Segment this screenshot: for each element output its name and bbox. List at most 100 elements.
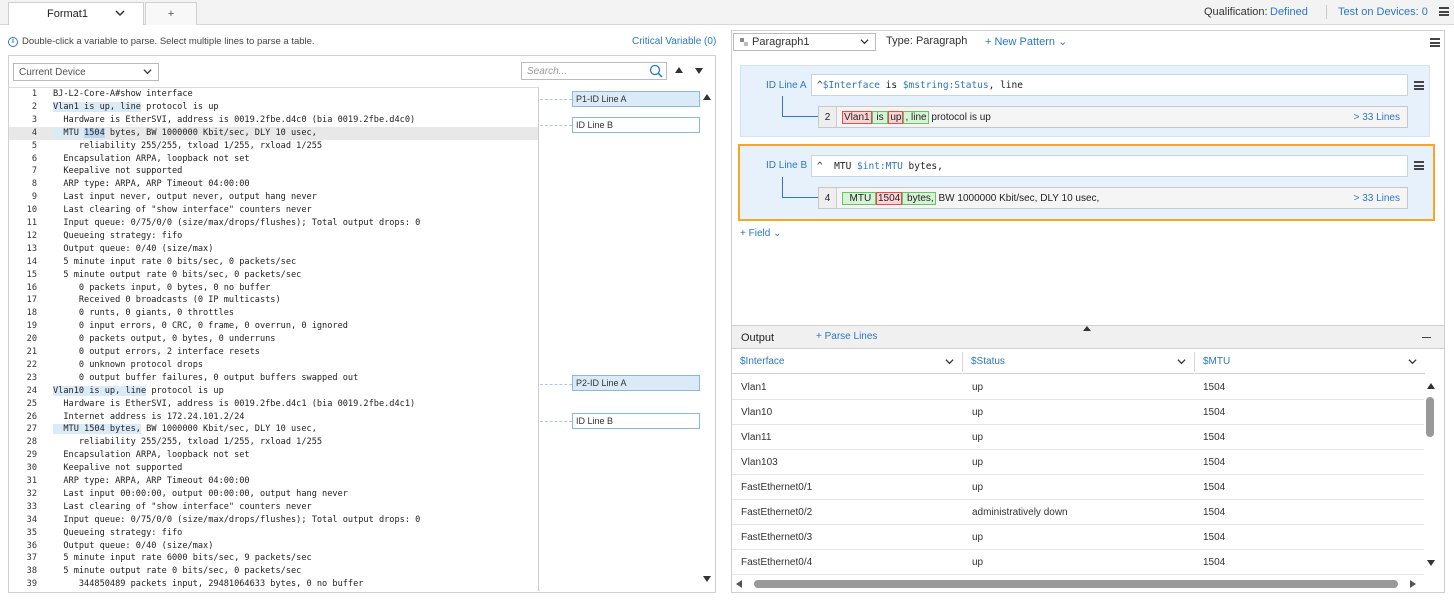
source-line[interactable]: 28 reliability 255/255, txload 1/255, rx… (9, 436, 538, 449)
source-line[interactable]: 21 0 output errors, 2 interface resets (9, 346, 538, 359)
table-row[interactable]: Vlan11 up 1504 (732, 425, 1424, 450)
line-text: MTU 1504 bytes, BW 1000000 Kbit/sec, DLY… (53, 127, 317, 138)
id-line-a-regex[interactable]: ^ $Interface is $mstring:Status, line (811, 74, 1408, 96)
source-line[interactable]: 5 reliability 255/255, txload 1/255, rxl… (9, 140, 538, 153)
source-line[interactable]: 16 0 packets input, 0 bytes, 0 no buffer (9, 282, 538, 295)
chevron-down-icon[interactable] (115, 8, 125, 18)
source-line[interactable]: 35 Queueing strategy: fifo (9, 527, 538, 540)
source-line[interactable]: 7 Keepalive not supported (9, 165, 538, 178)
table-row[interactable]: FastEthernet0/1 up 1504 (732, 475, 1424, 500)
source-line[interactable]: 12 Queueing strategy: fifo (9, 230, 538, 243)
source-line[interactable]: 32 Last input 00:00:00, output 00:00:00,… (9, 488, 538, 501)
add-field-button[interactable]: + Field ⌄ (740, 228, 781, 239)
line-text: Queueing strategy: fifo (53, 527, 183, 538)
id-line-b-regex[interactable]: ^ MTU $int:MTU bytes, (811, 155, 1408, 177)
search-prev-icon[interactable] (675, 67, 683, 73)
id-line-a-lines-link[interactable]: > 33 Lines (1353, 111, 1400, 123)
scroll-right-icon[interactable] (1410, 580, 1416, 588)
source-line[interactable]: 33 Last clearing of "show interface" cou… (9, 501, 538, 514)
id-line-b-lines-link[interactable]: > 33 Lines (1353, 192, 1400, 204)
tab-format1[interactable]: Format1 (8, 2, 144, 25)
source-line[interactable]: 34 Input queue: 0/75/0/0 (size/max/drops… (9, 514, 538, 527)
scroll-up-icon[interactable] (1427, 383, 1435, 389)
source-line[interactable]: 10 Last clearing of "show interface" cou… (9, 204, 538, 217)
table-row[interactable]: FastEthernet0/2 administratively down 1504 (732, 500, 1424, 525)
add-tab-button[interactable]: + (145, 2, 197, 25)
collapse-icon[interactable] (1422, 337, 1431, 338)
search-input[interactable]: Search... (521, 62, 667, 80)
search-next-icon[interactable] (695, 68, 703, 74)
search-icon[interactable] (649, 64, 663, 78)
source-line[interactable]: 19 0 input errors, 0 CRC, 0 frame, 0 ove… (9, 320, 538, 333)
scroll-down-icon[interactable] (703, 576, 711, 582)
source-line[interactable]: 4 MTU 1504 bytes, BW 1000000 Kbit/sec, D… (9, 126, 538, 140)
source-line[interactable]: 13 Output queue: 0/40 (size/max) (9, 243, 538, 256)
scroll-down-icon[interactable] (1427, 560, 1435, 566)
table-row[interactable]: Vlan10 up 1504 (732, 400, 1424, 425)
source-line[interactable]: 25 Hardware is EtherSVI, address is 0019… (9, 398, 538, 411)
source-line[interactable]: 24 Vlan10 is up, line protocol is up (9, 385, 538, 398)
column-interface[interactable]: $Interface (732, 350, 962, 374)
column-mtu[interactable]: $MTU (1195, 350, 1425, 374)
menu-icon[interactable] (1439, 7, 1449, 16)
source-line[interactable]: 2 Vlan1 is up, line protocol is up (9, 101, 538, 114)
source-line[interactable]: 23 0 output buffer failures, 0 output bu… (9, 372, 538, 385)
label-p2-id-line-b[interactable]: ID Line B (572, 413, 700, 429)
source-line[interactable]: 3 Hardware is EtherSVI, address is 0019.… (9, 114, 538, 127)
source-line[interactable]: 26 Internet address is 172.24.101.2/24 (9, 411, 538, 424)
table-row[interactable]: Vlan1 up 1504 (732, 375, 1424, 400)
scroll-left-icon[interactable] (736, 580, 742, 588)
label-p1-id-line-b[interactable]: ID Line B (572, 117, 700, 133)
source-scrollbar[interactable] (702, 88, 714, 588)
line-number: 16 (26, 282, 37, 293)
source-line[interactable]: 36 Output queue: 0/40 (size/max) (9, 540, 538, 553)
source-line[interactable]: 29 Encapsulation ARPA, loopback not set (9, 449, 538, 462)
scroll-thumb[interactable] (1426, 397, 1434, 437)
resize-handle-icon[interactable] (1083, 326, 1091, 331)
source-line[interactable]: 15 5 minute output rate 0 bits/sec, 0 pa… (9, 269, 538, 282)
source-line[interactable]: 20 0 packets output, 0 bytes, 0 underrun… (9, 333, 538, 346)
source-line[interactable]: 9 Last input never, output never, output… (9, 191, 538, 204)
parse-lines-button[interactable]: + Parse Lines (816, 331, 878, 342)
scroll-up-icon[interactable] (703, 94, 711, 100)
table-row[interactable]: FastEthernet0/3 up 1504 (732, 525, 1424, 550)
source-line[interactable]: 30 Keepalive not supported (9, 462, 538, 475)
table-row[interactable]: Vlan103 up 1504 (732, 450, 1424, 475)
source-line[interactable]: 39 344850489 packets input, 29481064633 … (9, 578, 538, 591)
qualification-value[interactable]: Defined (1270, 6, 1308, 18)
source-line[interactable]: 18 0 runts, 0 giants, 0 throttles (9, 307, 538, 320)
source-line[interactable]: 38 5 minute output rate 0 bits/sec, 0 pa… (9, 565, 538, 578)
output-horizontal-scrollbar[interactable] (736, 577, 1419, 591)
chevron-down-icon[interactable] (1408, 357, 1417, 366)
source-line[interactable]: 11 Input queue: 0/75/0/0 (size/max/drops… (9, 217, 538, 230)
source-line[interactable]: 31 ARP type: ARPA, ARP Timeout 04:00:00 (9, 475, 538, 488)
chevron-down-icon[interactable] (945, 357, 954, 366)
source-text[interactable]: 1 BJ-L2-Core-A#show interface 2 Vlan1 is up… (9, 87, 539, 591)
match-status[interactable]: up (888, 110, 904, 124)
source-line[interactable]: 17 Received 0 broadcasts (0 IP multicast… (9, 294, 538, 307)
source-line[interactable]: 37 5 minute input rate 6000 bits/sec, 9 … (9, 552, 538, 565)
paragraph-select[interactable]: Paragraph1 (733, 33, 876, 51)
table-row[interactable]: FastEthernet0/4 up 1504 (732, 550, 1424, 575)
label-p1-id-line-a[interactable]: P1-ID Line A (572, 91, 700, 107)
source-line[interactable]: 27 MTU 1504 bytes, BW 1000000 Kbit/sec, … (9, 423, 538, 436)
source-line[interactable]: 6 Encapsulation ARPA, loopback not set (9, 153, 538, 166)
panel-menu-icon[interactable] (1430, 38, 1440, 47)
id-line-b-menu-icon[interactable] (1414, 161, 1424, 170)
match-mtu[interactable]: 1504 (876, 191, 903, 205)
source-line[interactable]: 14 5 minute input rate 0 bits/sec, 0 pac… (9, 256, 538, 269)
label-p2-id-line-a[interactable]: P2-ID Line A (572, 375, 700, 391)
source-line[interactable]: 1 BJ-L2-Core-A#show interface (9, 88, 538, 101)
test-on-devices-link[interactable]: Test on Devices: 0 (1338, 6, 1428, 18)
source-line[interactable]: 8 ARP type: ARPA, ARP Timeout 04:00:00 (9, 178, 538, 191)
output-vertical-scrollbar[interactable] (1424, 375, 1438, 575)
chevron-down-icon[interactable] (1177, 357, 1186, 366)
column-status[interactable]: $Status (963, 350, 1194, 374)
device-select[interactable]: Current Device (13, 63, 159, 81)
source-line[interactable]: 22 0 unknown protocol drops (9, 359, 538, 372)
match-interface[interactable]: Vlan1 (842, 110, 872, 124)
critical-variable-link[interactable]: Critical Variable (0) (632, 36, 717, 47)
id-line-a-menu-icon[interactable] (1414, 81, 1424, 90)
scroll-thumb[interactable] (754, 580, 1398, 588)
new-pattern-button[interactable]: + New Pattern ⌄ (985, 35, 1067, 48)
